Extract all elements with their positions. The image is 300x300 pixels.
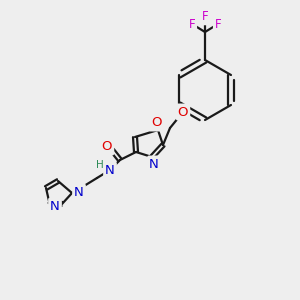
Text: N: N — [74, 185, 84, 199]
Text: O: O — [178, 106, 188, 118]
Text: N: N — [50, 200, 60, 212]
Text: F: F — [189, 17, 195, 31]
Text: O: O — [151, 116, 161, 130]
Text: H: H — [96, 160, 104, 170]
Text: O: O — [102, 140, 112, 154]
Text: F: F — [215, 17, 221, 31]
Text: N: N — [149, 158, 159, 170]
Text: F: F — [202, 11, 208, 23]
Text: N: N — [105, 164, 115, 176]
